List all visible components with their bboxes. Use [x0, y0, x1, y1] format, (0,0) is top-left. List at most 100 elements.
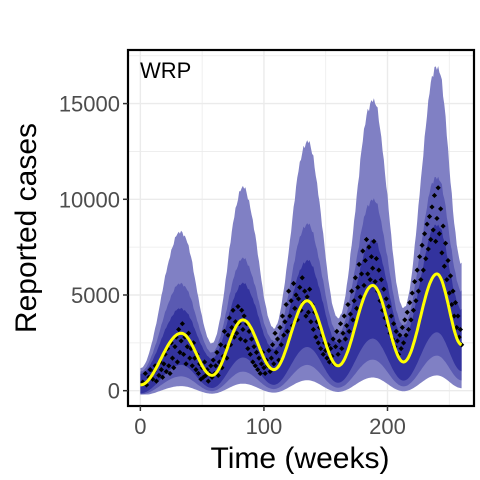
data-point	[423, 256, 429, 262]
panel-label: WRP	[140, 58, 191, 83]
data-point	[185, 330, 192, 336]
y-tick-label: 5000	[71, 283, 120, 308]
data-point	[188, 345, 194, 352]
data-point	[379, 307, 386, 313]
data-point	[457, 326, 464, 333]
data-point	[440, 223, 446, 229]
data-point	[177, 349, 183, 356]
data-point	[402, 317, 408, 323]
data-point	[284, 328, 291, 334]
y-tick-label: 0	[108, 379, 120, 404]
data-point	[292, 305, 298, 311]
data-point	[302, 288, 308, 294]
data-point	[251, 344, 257, 350]
data-point	[372, 278, 378, 285]
data-point	[245, 345, 251, 352]
data-point	[415, 288, 421, 294]
data-point	[394, 338, 400, 344]
data-point	[447, 273, 454, 279]
data-point	[428, 236, 434, 243]
data-point	[297, 284, 303, 290]
data-point	[388, 313, 394, 319]
data-point	[341, 313, 347, 319]
data-point	[299, 275, 305, 281]
data-point	[361, 282, 367, 289]
y-tick-label: 15000	[59, 92, 120, 117]
panel-frame	[126, 48, 476, 408]
x-tick-label: 200	[369, 414, 406, 439]
data-point	[140, 379, 146, 385]
data-point	[320, 351, 326, 357]
data-point	[288, 298, 294, 304]
data-point	[178, 338, 184, 344]
data-point	[363, 236, 370, 243]
data-point	[257, 370, 263, 377]
data-point	[366, 244, 372, 250]
data-point	[349, 288, 355, 294]
data-point	[330, 336, 336, 342]
data-point	[198, 376, 204, 382]
data-point	[193, 367, 199, 373]
data-point	[231, 334, 237, 340]
data-point	[235, 303, 241, 310]
data-point	[426, 213, 433, 220]
data-point	[352, 275, 358, 281]
data-point	[147, 367, 153, 373]
data-point	[293, 292, 299, 298]
data-point	[335, 351, 341, 357]
data-point	[342, 336, 349, 342]
data-point	[267, 368, 273, 375]
data-point	[371, 238, 377, 244]
data-point	[398, 345, 404, 352]
data-point	[179, 321, 185, 327]
data-point	[439, 250, 445, 256]
data-point	[242, 338, 248, 344]
data-point	[252, 363, 258, 369]
data-point	[360, 248, 366, 254]
data-point	[408, 317, 414, 323]
data-point	[234, 330, 240, 336]
data-point	[239, 307, 245, 313]
data-point	[174, 359, 181, 365]
data-point	[362, 257, 368, 264]
median-line-group	[140, 272, 463, 387]
y-tick-label: 10000	[59, 187, 120, 212]
data-point	[287, 313, 293, 319]
data-point	[409, 290, 415, 296]
data-point	[190, 340, 197, 346]
data-point	[365, 271, 371, 277]
data-point	[241, 313, 247, 319]
data-point	[455, 313, 461, 319]
data-point	[434, 215, 440, 222]
data-point	[182, 334, 188, 340]
data-point	[181, 351, 187, 357]
data-point	[373, 256, 379, 262]
data-point	[336, 338, 342, 344]
data-point	[269, 342, 276, 348]
data-point	[230, 307, 236, 313]
data-point	[142, 370, 148, 377]
data-point	[421, 231, 428, 237]
data-point	[150, 376, 156, 382]
data-point	[413, 298, 419, 304]
data-point	[202, 359, 208, 365]
data-point	[255, 367, 261, 373]
data-point	[354, 305, 360, 311]
data-point	[410, 307, 417, 313]
data-point	[435, 185, 441, 191]
data-point	[208, 363, 214, 369]
data-point	[357, 294, 363, 300]
data-point	[205, 378, 211, 384]
data-point	[347, 311, 354, 317]
data-point	[305, 309, 312, 315]
data-point	[412, 278, 418, 285]
panel-border	[126, 48, 476, 408]
data-point	[400, 340, 407, 346]
data-point	[221, 328, 227, 334]
data-point	[246, 328, 252, 334]
median-line	[140, 272, 463, 387]
data-point	[187, 355, 193, 361]
data-point	[303, 313, 309, 319]
data-point	[404, 309, 410, 315]
data-point	[419, 242, 425, 248]
